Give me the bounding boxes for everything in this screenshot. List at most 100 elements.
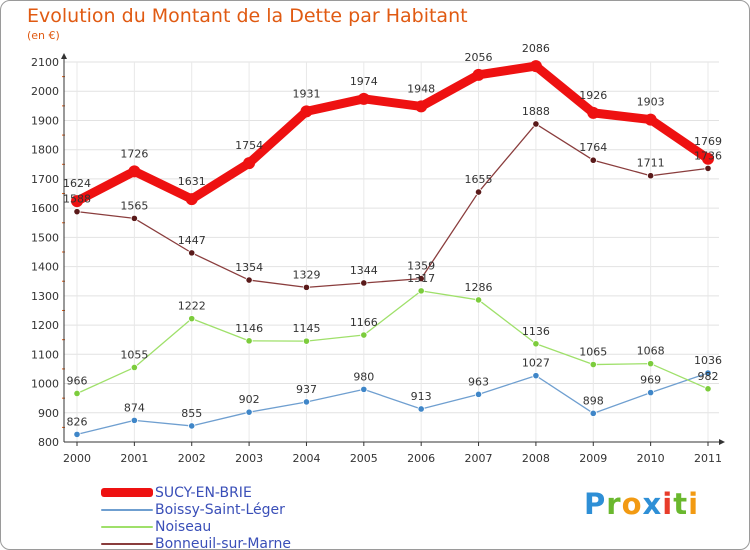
data-label: 1974 — [350, 75, 378, 88]
y-tick-label: 1100 — [31, 348, 59, 361]
data-point — [704, 385, 712, 393]
data-point — [644, 113, 657, 126]
data-point — [532, 372, 540, 380]
data-label: 1655 — [465, 173, 493, 186]
y-tick-label: 900 — [38, 407, 59, 420]
data-point — [704, 164, 712, 172]
data-point — [415, 100, 428, 113]
y-tick-label: 1400 — [31, 261, 59, 274]
data-label: 1948 — [407, 82, 435, 95]
data-labels: 1624 1726 1631 1754 1931 1974 1948 2056 2086 1926… — [63, 42, 722, 428]
data-point — [130, 416, 138, 424]
data-label: 1631 — [178, 175, 206, 188]
x-tick-label: 2005 — [350, 452, 378, 465]
data-point — [302, 398, 311, 406]
data-label: 1329 — [292, 268, 320, 281]
data-point — [589, 409, 597, 417]
y-tick-label: 1500 — [31, 231, 59, 244]
y-tick-label: 1300 — [31, 290, 59, 303]
legend-entry: SUCY-EN-BRIE — [101, 484, 291, 501]
legend-swatch — [101, 542, 153, 545]
y-axis-arrow — [61, 53, 67, 59]
x-tick-label: 2006 — [407, 452, 435, 465]
data-point — [302, 337, 311, 345]
chart-unit: (en €) — [27, 29, 60, 42]
data-label: 1359 — [407, 260, 435, 273]
data-label: 2086 — [522, 42, 550, 55]
data-label: 1065 — [579, 346, 607, 359]
data-label: 1447 — [178, 234, 206, 247]
x-tick-label: 2009 — [579, 452, 607, 465]
data-point — [647, 172, 655, 180]
data-label: 1764 — [579, 141, 607, 154]
x-tick-label: 2000 — [63, 452, 91, 465]
x-tick-label: 2011 — [694, 452, 722, 465]
data-label: 1166 — [350, 316, 378, 329]
data-point — [245, 276, 253, 284]
data-point — [128, 165, 141, 178]
data-point — [302, 283, 311, 291]
data-point — [360, 385, 368, 393]
legend: SUCY-EN-BRIE Boissy-Saint-Léger Noiseau Bon… — [101, 484, 291, 549]
axes: 800 900 1000 1100 1200 1300 1400 1500 1600 1700 18… — [31, 53, 725, 465]
data-point — [73, 389, 81, 398]
data-point — [647, 360, 655, 368]
data-point — [73, 430, 81, 438]
data-label: 937 — [296, 383, 317, 396]
x-tick-label: 2002 — [178, 452, 206, 465]
y-tick-label: 1800 — [31, 144, 59, 157]
logo-letter: t — [673, 487, 689, 521]
data-point — [532, 340, 540, 348]
data-point — [702, 152, 714, 165]
data-label: 826 — [67, 415, 88, 428]
data-point — [73, 208, 81, 216]
data-point — [589, 360, 597, 369]
y-tick-label: 800 — [38, 436, 59, 449]
legend-swatch — [101, 488, 153, 497]
data-label: 1588 — [63, 193, 91, 206]
legend-swatch — [101, 508, 153, 511]
series-line-3 — [76, 123, 709, 289]
y-tick-label: 1600 — [31, 202, 59, 215]
data-label: 2056 — [465, 51, 493, 64]
data-label: 1888 — [522, 105, 550, 118]
data-label: 1344 — [350, 264, 378, 277]
data-point — [417, 274, 425, 283]
data-point — [417, 405, 425, 413]
data-point — [185, 193, 198, 206]
data-label: 1055 — [120, 348, 148, 361]
data-label: 982 — [698, 370, 719, 383]
legend-label: Noiseau — [155, 518, 212, 535]
y-tick-label: 1900 — [31, 114, 59, 127]
logo-letter: x — [642, 487, 663, 521]
data-label: 969 — [640, 374, 661, 387]
data-point — [245, 337, 253, 345]
data-point — [243, 157, 256, 170]
chart-title: Evolution du Montant de la Dette par Hab… — [27, 5, 468, 27]
data-point — [529, 60, 542, 73]
data-point — [647, 388, 655, 397]
data-label: 1222 — [178, 300, 206, 313]
data-point — [357, 92, 370, 105]
data-label: 902 — [239, 393, 260, 406]
data-point — [130, 214, 138, 222]
data-label: 1565 — [120, 199, 148, 212]
data-label: 1711 — [637, 157, 665, 170]
data-point — [300, 105, 313, 118]
series-layer — [71, 60, 714, 438]
y-tick-label: 1000 — [31, 378, 59, 391]
data-label: 898 — [583, 394, 604, 407]
y-tick-label: 2000 — [31, 85, 59, 98]
data-point — [71, 195, 83, 208]
x-axis-arrow — [719, 439, 725, 445]
data-label: 1036 — [694, 354, 722, 367]
logo-letter: o — [621, 487, 643, 521]
y-tick-label: 1700 — [31, 173, 59, 186]
x-tick-label: 2010 — [637, 452, 665, 465]
data-label: 855 — [181, 407, 202, 420]
data-label: 1317 — [407, 272, 435, 285]
data-point — [360, 331, 368, 339]
logo-letter: i — [662, 487, 674, 521]
data-point — [130, 363, 138, 372]
data-point — [474, 296, 483, 304]
